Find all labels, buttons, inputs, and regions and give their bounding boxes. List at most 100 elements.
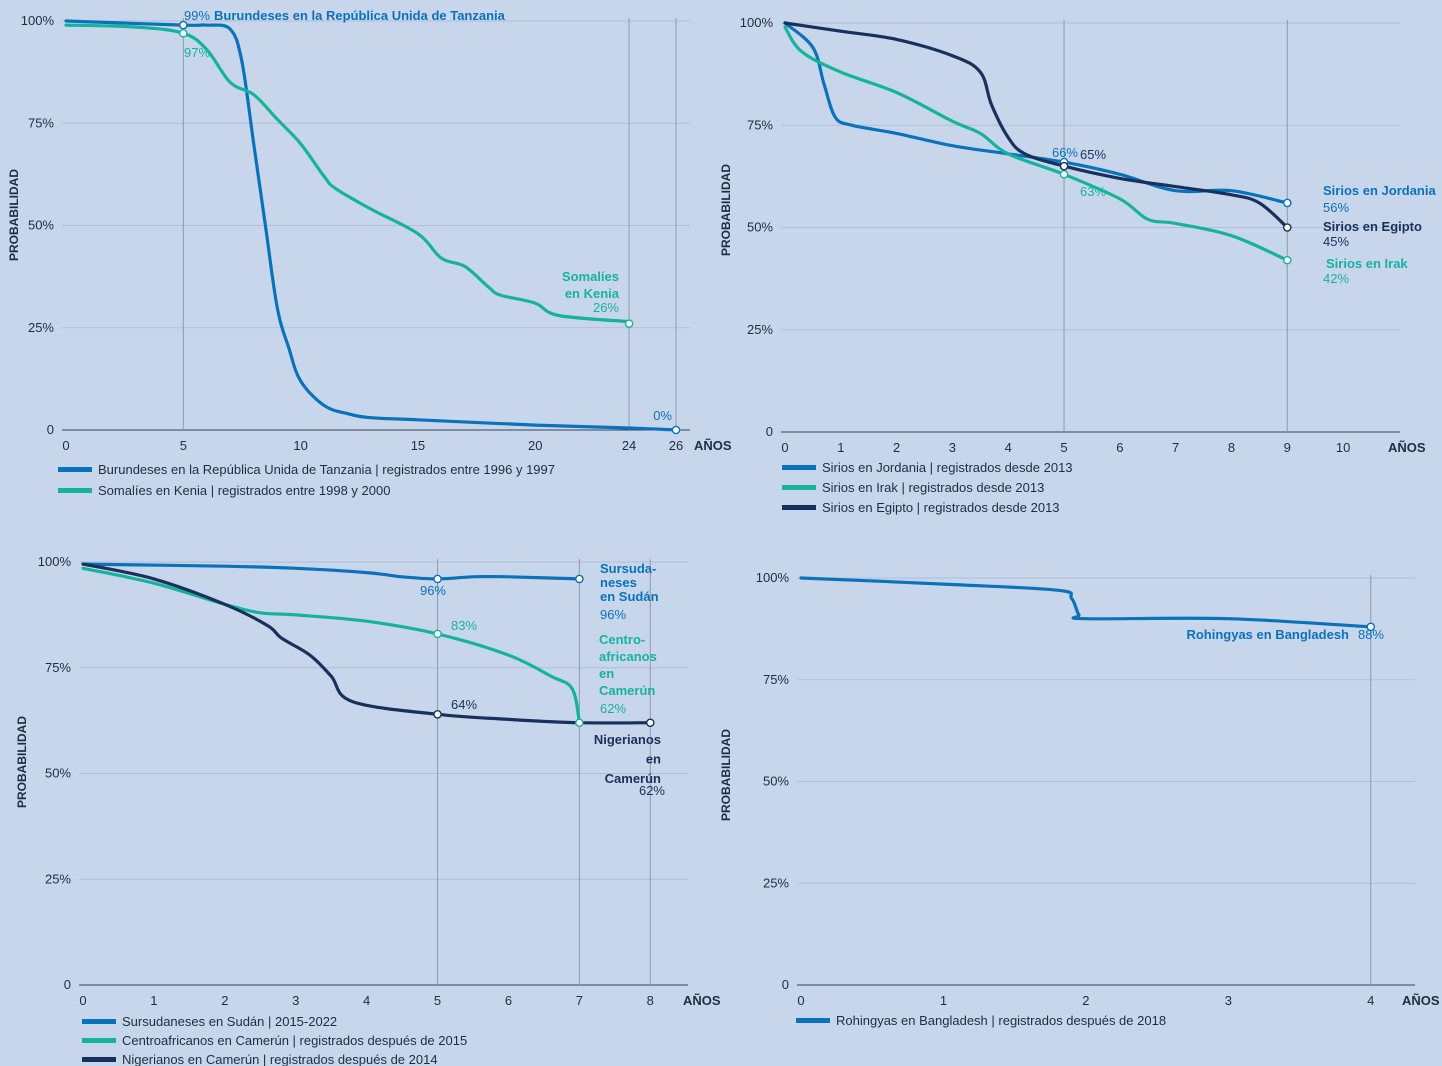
series-line	[81, 562, 581, 581]
legend-swatch	[782, 505, 816, 510]
series-annotation: Sirios en Jordania	[1323, 183, 1436, 198]
legend-label: Sirios en Jordania | registrados desde 2…	[822, 460, 1073, 475]
data-point	[433, 629, 442, 639]
legend-label: Centroafricanos en Camerún | registrados…	[122, 1033, 467, 1048]
y-tick-label: 75%	[747, 117, 773, 132]
data-label: 56%	[1323, 200, 1349, 215]
x-tick-label: 6	[1116, 440, 1123, 455]
legend-swatch	[82, 1038, 116, 1043]
data-label: 99%	[184, 8, 210, 23]
x-axis-label: AÑOS	[1388, 440, 1426, 455]
x-tick-label: 8	[647, 993, 654, 1008]
series-annotation: neses	[600, 575, 637, 590]
y-tick-label: 25%	[45, 871, 71, 886]
data-label: 62%	[639, 783, 665, 798]
x-tick-label: 15	[411, 438, 425, 453]
data-label: 65%	[1080, 147, 1106, 162]
series-annotation: Centro-	[599, 632, 645, 647]
y-tick-label: 100%	[21, 13, 55, 28]
x-tick-label: 5	[1060, 440, 1067, 455]
chart-1: 0 25% 50% 75% 100% 0 5 10 15 20 24 26 AÑOS PROBABILID…	[7, 13, 732, 498]
data-label: 96%	[420, 583, 446, 598]
legend-label: Rohingyas en Bangladesh | registrados de…	[836, 1013, 1166, 1028]
x-axis-label: AÑOS	[1402, 993, 1440, 1008]
data-point	[1282, 255, 1292, 265]
x-tick-label: 0	[797, 993, 804, 1008]
data-point	[645, 718, 655, 728]
data-point	[179, 28, 188, 38]
x-axis-label: AÑOS	[683, 993, 721, 1008]
data-point	[1282, 223, 1292, 232]
legend-label: Sirios en Irak | registrados desde 2013	[822, 480, 1044, 495]
data-point	[575, 718, 584, 728]
data-label: 42%	[1323, 271, 1349, 286]
y-tick-label: 25%	[28, 320, 54, 335]
y-tick-label: 0	[64, 977, 71, 992]
x-tick-label: 2	[893, 440, 900, 455]
y-tick-label: 75%	[763, 672, 789, 687]
x-tick-label: 4	[1367, 993, 1374, 1008]
x-tick-label: 26	[669, 438, 683, 453]
data-label: 26%	[593, 300, 619, 315]
series-line	[81, 566, 581, 725]
data-point	[1059, 161, 1069, 171]
y-axis-label: PROBABILIDAD	[15, 716, 29, 808]
series-line	[799, 576, 1373, 629]
series-line	[64, 23, 631, 324]
y-tick-label: 75%	[28, 115, 54, 130]
legend-swatch	[782, 465, 816, 470]
x-tick-label: 1	[150, 993, 157, 1008]
series-annotation: en Kenia	[565, 286, 620, 301]
y-tick-label: 50%	[747, 220, 773, 235]
data-point	[179, 20, 188, 30]
x-tick-label: 1	[837, 440, 844, 455]
x-tick-label: 2	[221, 993, 228, 1008]
y-tick-label: 0	[47, 422, 54, 437]
data-point	[433, 574, 442, 584]
x-tick-label: 7	[576, 993, 583, 1008]
x-tick-label: 7	[1172, 440, 1179, 455]
x-tick-label: 4	[363, 993, 370, 1008]
data-label: 62%	[600, 701, 626, 716]
data-point	[1366, 622, 1376, 632]
x-tick-label: 3	[949, 440, 956, 455]
legend-label: Somalíes en Kenia | registrados entre 19…	[98, 483, 390, 498]
data-point	[624, 319, 634, 328]
series-line	[783, 21, 1289, 230]
x-tick-label: 10	[293, 438, 307, 453]
series-annotation: Sirios en Irak	[1326, 256, 1408, 271]
x-axis-label: AÑOS	[694, 438, 732, 453]
chart-2: 0 25% 50% 75% 100% 0 1 2 3 4 5 6 7 8 9 10 AÑOS PROBABILID…	[719, 15, 1426, 515]
legend-label: Burundeses en la República Unida de Tanz…	[98, 462, 555, 477]
y-tick-label: 75%	[45, 660, 71, 675]
x-tick-label: 6	[505, 993, 512, 1008]
data-point	[433, 709, 442, 719]
x-tick-label: 4	[1005, 440, 1012, 455]
data-label: 0%	[653, 408, 672, 423]
series-line	[783, 21, 1289, 205]
series-annotation: Sursuda-	[600, 561, 656, 576]
series-annotation: en Sudán	[600, 589, 659, 604]
y-axis-label: PROBABILIDAD	[719, 729, 733, 821]
y-tick-label: 50%	[28, 218, 54, 233]
legend-swatch	[782, 485, 816, 490]
y-tick-label: 100%	[740, 15, 774, 30]
legend-label: Nigerianos en Camerún | registrados desp…	[122, 1052, 438, 1066]
x-tick-label: 5	[180, 438, 187, 453]
x-tick-label: 9	[1284, 440, 1291, 455]
data-label: 66%	[1052, 145, 1078, 160]
series-annotation: Somalíes	[562, 269, 619, 284]
legend-swatch	[796, 1018, 830, 1023]
series-annotation: africanos	[599, 649, 657, 664]
x-tick-label: 24	[622, 438, 636, 453]
y-axis-label: PROBABILIDAD	[7, 169, 21, 261]
chart-3: 0 25% 50% 75% 100% 0 1 2 3 4 5 6 7 8 AÑOS PROBABILIDAD S…	[15, 554, 721, 1066]
x-tick-label: 10	[1336, 440, 1350, 455]
data-label: 97%	[184, 45, 210, 60]
data-label: 88%	[1358, 627, 1384, 642]
x-tick-label: 0	[79, 993, 86, 1008]
y-tick-label: 0	[766, 424, 773, 439]
series-annotation: en	[599, 666, 614, 681]
data-label: 45%	[1323, 234, 1349, 249]
y-axis-label: PROBABILIDAD	[719, 164, 733, 256]
